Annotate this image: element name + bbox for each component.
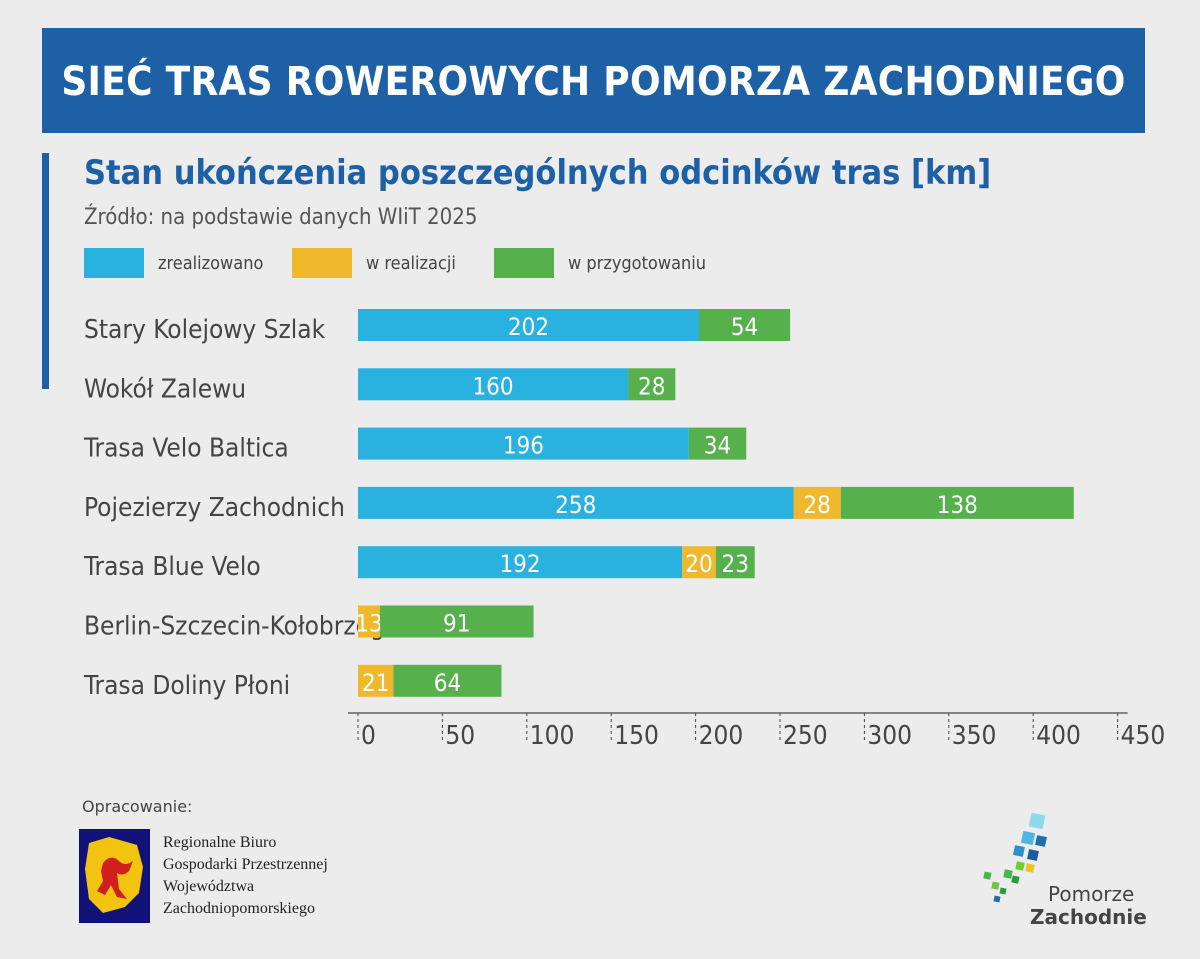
bar-segment xyxy=(793,486,841,519)
category-label: Trasa Velo Baltica xyxy=(83,434,289,464)
legend-label: w realizacji xyxy=(366,252,456,274)
category-label: Stary Kolejowy Szlak xyxy=(84,315,326,345)
bar-value-label: 202 xyxy=(508,313,549,341)
bar-value-label: 64 xyxy=(434,669,461,697)
bar-value-label: 54 xyxy=(731,313,758,341)
pomorze-zachodnie-logo-icon xyxy=(983,812,1047,903)
bar-segment xyxy=(358,427,689,460)
legend-item-w-realizacji: w realizacji xyxy=(292,248,456,278)
bar-value-label: 258 xyxy=(555,491,596,519)
bar-segment xyxy=(358,546,683,579)
x-tick-label: 150 xyxy=(614,721,659,751)
bar-segment xyxy=(379,605,534,638)
category-label: Berlin-Szczecin-Kołobrzeg xyxy=(84,612,385,642)
bar-value-label: 23 xyxy=(722,550,749,578)
bar-value-label: 34 xyxy=(704,432,731,460)
x-tick-label: 450 xyxy=(1121,721,1166,751)
bar-value-label: 91 xyxy=(443,610,470,638)
side-accent-bar xyxy=(42,153,49,389)
bar-segment xyxy=(358,664,394,697)
bar-value-label: 138 xyxy=(937,491,978,519)
legend-swatch xyxy=(292,248,352,278)
category-label: Trasa Doliny Płoni xyxy=(83,671,290,701)
x-tick-label: 0 xyxy=(361,721,376,751)
x-tick-label: 300 xyxy=(867,721,912,751)
logo-text-top: Pomorze xyxy=(1048,882,1135,906)
x-tick-label: 100 xyxy=(530,721,575,751)
legend-swatch xyxy=(494,248,554,278)
x-tick-label: 250 xyxy=(783,721,828,751)
category-label: Trasa Blue Velo xyxy=(83,552,261,582)
title-banner: SIEĆ TRAS ROWEROWYCH POMORZA ZACHODNIEGO xyxy=(42,28,1145,133)
logo-text-bottom: Zachodnie xyxy=(1030,905,1147,929)
x-tick-label: 50 xyxy=(445,721,475,751)
chart-title: Stan ukończenia poszczególnych odcinków … xyxy=(84,153,992,193)
bar-segment xyxy=(698,309,791,341)
x-tick-label: 350 xyxy=(952,721,997,751)
legend-label: w przygotowaniu xyxy=(568,252,707,274)
bar-value-label: 28 xyxy=(803,491,830,519)
legend-swatch xyxy=(84,248,144,278)
category-label: Wokół Zalewu xyxy=(84,374,246,404)
bar-segment xyxy=(688,427,747,460)
bar-segment xyxy=(628,368,676,401)
bar-segment xyxy=(358,486,794,519)
bar-segment xyxy=(358,605,380,638)
bar-segment xyxy=(682,546,716,579)
legend-label: zrealizowano xyxy=(158,252,264,274)
legend-item-w-przygotowaniu: w przygotowaniu xyxy=(494,248,706,278)
bar-segment xyxy=(393,664,502,697)
x-tick-label: 400 xyxy=(1036,721,1081,751)
category-label: Pojezierzy Zachodnich xyxy=(84,493,345,523)
bar-segment xyxy=(358,368,629,401)
bar-value-label: 21 xyxy=(362,669,389,697)
bar-value-label: 192 xyxy=(499,550,540,578)
credit-label: Opracowanie: xyxy=(82,797,193,816)
bar-value-label: 160 xyxy=(472,372,513,400)
bar-value-label: 20 xyxy=(685,550,712,578)
legend-item-zrealizowano: zrealizowano xyxy=(84,248,263,278)
bar-value-label: 196 xyxy=(503,432,544,460)
chart-source: Źródło: na podstawie danych WIiT 2025 xyxy=(84,205,478,230)
x-tick-label: 200 xyxy=(699,721,744,751)
coat-of-arms-icon xyxy=(79,829,150,923)
bar-value-label: 28 xyxy=(638,372,665,400)
bar-segment xyxy=(840,486,1074,519)
bar-segment xyxy=(715,546,755,579)
agency-name: Regionalne Biuro Gospodarki Przestrzenne… xyxy=(163,834,328,917)
bar-value-label: 13 xyxy=(355,610,382,638)
bar-segment xyxy=(358,309,699,341)
page-title: SIEĆ TRAS ROWEROWYCH POMORZA ZACHODNIEGO xyxy=(61,58,1126,105)
